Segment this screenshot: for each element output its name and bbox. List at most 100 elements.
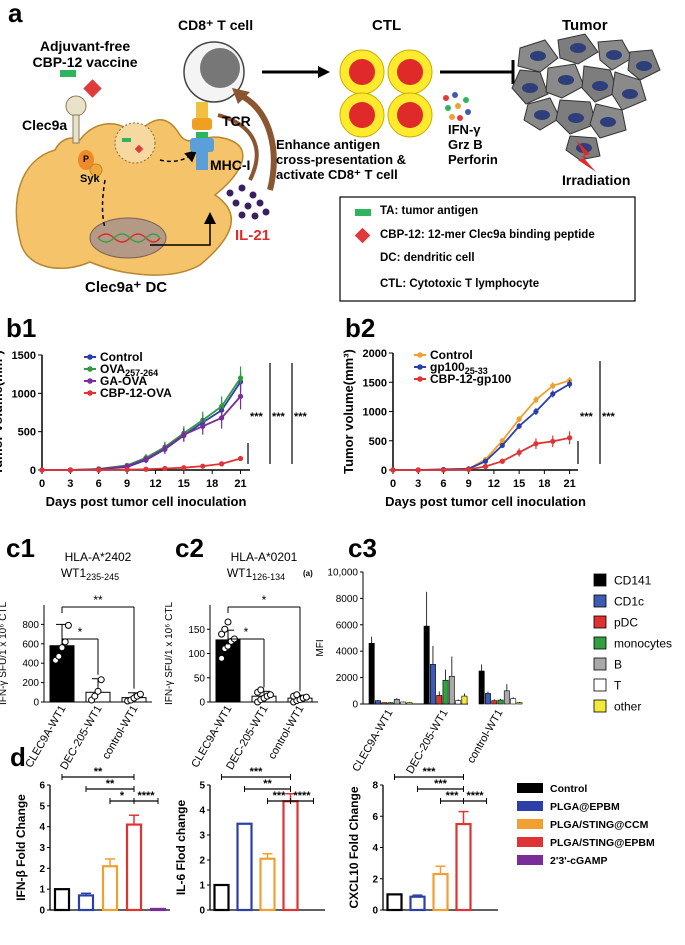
data-point xyxy=(550,391,556,397)
y-axis-title: CXCL10 Fold Change xyxy=(347,786,361,908)
bar xyxy=(393,699,400,705)
y-tick-label: 0 xyxy=(39,906,45,917)
y-tick-label: 8 xyxy=(372,781,378,792)
y-tick-label: 2 xyxy=(199,856,205,867)
data-point xyxy=(162,465,168,472)
bar xyxy=(455,700,462,705)
data-point xyxy=(55,652,63,660)
data-point xyxy=(266,691,274,699)
legend-ctl-text: CTL: Cytotoxic T lymphocyte xyxy=(380,278,540,290)
data-point xyxy=(566,381,573,387)
x-tick-label: 0 xyxy=(390,478,396,490)
legend-label: Control xyxy=(100,350,143,364)
legend-label: PLGA/STING@EPBM xyxy=(550,837,655,849)
x-tick-label: 18 xyxy=(206,478,218,490)
data-point xyxy=(97,676,105,684)
x-tick-label: 3 xyxy=(415,478,421,490)
x-tick-label: 6 xyxy=(96,478,102,490)
y-tick-label: 0 xyxy=(30,465,36,477)
y-tick-label: 4 xyxy=(199,806,205,817)
significance-label: * xyxy=(244,625,249,639)
significance-label: *** xyxy=(273,790,287,802)
chart-title: HLA-A*2402 xyxy=(65,550,132,564)
bar xyxy=(215,639,241,703)
legend-label-subscript: 25-33 xyxy=(465,366,488,376)
chart-b2: 0 500 1000 1500 2000 0 3 6 9 12 15 18 21 Days post tu… xyxy=(341,348,616,509)
cytokine-list: IFN-γ Grz B Perforin xyxy=(448,122,498,167)
bar xyxy=(429,664,436,705)
x-tick-label: 21 xyxy=(563,478,575,490)
il21-feedback-arrow xyxy=(238,92,277,191)
p-label: P xyxy=(83,154,90,164)
x-tick-label: 9 xyxy=(466,478,472,490)
bar xyxy=(213,883,230,912)
legend-swatch xyxy=(517,801,543,811)
bar xyxy=(516,702,523,705)
data-point xyxy=(124,467,130,473)
bar xyxy=(461,695,468,705)
legend-label: CBP-12-gp100 xyxy=(430,372,512,386)
bar xyxy=(510,698,517,705)
bar xyxy=(406,702,413,705)
data-point xyxy=(96,467,102,473)
bar xyxy=(282,800,299,912)
bar xyxy=(77,894,95,912)
mhc-label: MHC-I xyxy=(210,157,251,173)
y-tick-label: 4000 xyxy=(336,647,359,658)
panel-label-b1: b1 xyxy=(6,313,37,343)
data-point xyxy=(499,438,505,444)
data-point xyxy=(219,403,225,409)
bar xyxy=(368,642,375,705)
panel-a xyxy=(15,33,661,302)
clec9a-label: Clec9a xyxy=(22,117,68,133)
y-tick-label: 100 xyxy=(188,649,205,660)
significance-label: *** xyxy=(434,778,448,790)
significance-label: *** xyxy=(250,411,264,423)
y-tick-label: 3 xyxy=(39,843,45,854)
cbp-12-diamond xyxy=(83,79,102,98)
data-point xyxy=(219,461,225,467)
syk-label: Syk xyxy=(80,173,100,185)
bar xyxy=(497,699,504,705)
x-tick-label: 15 xyxy=(178,478,190,490)
bar xyxy=(455,822,472,912)
bar xyxy=(484,693,491,705)
data-point xyxy=(218,654,226,662)
x-axis-title: Days post tumor cell inoculation xyxy=(385,494,586,509)
y-tick-label: 0 xyxy=(352,700,358,711)
y-tick-label: 1000 xyxy=(12,388,36,400)
data-point xyxy=(91,692,99,700)
bar xyxy=(423,625,430,705)
significance-label: **** xyxy=(137,790,155,802)
tumor-label: Tumor xyxy=(562,17,608,34)
enhance-text: Enhance antigen cross-presentation & act… xyxy=(276,137,406,182)
x-tick-label: 21 xyxy=(234,478,246,490)
data-point xyxy=(67,467,73,473)
bar xyxy=(53,888,71,912)
y-tick-label: 10,000 xyxy=(327,568,358,579)
data-point xyxy=(143,466,149,472)
data-point xyxy=(516,423,522,429)
data-point xyxy=(482,463,489,470)
cytokine-dots xyxy=(443,92,471,121)
legend-label-main: CBP-12-gp100 xyxy=(430,372,512,386)
y-tick-label: 5 xyxy=(39,801,45,812)
legend-label: other xyxy=(614,700,641,714)
bar xyxy=(400,701,407,705)
bar xyxy=(149,907,167,912)
y-tick-label: 1500 xyxy=(363,377,387,389)
bar xyxy=(101,865,119,912)
y-tick-label: 1 xyxy=(199,881,205,892)
significance-label: *** xyxy=(250,766,264,778)
data-point xyxy=(550,383,556,389)
y-tick-label: 4 xyxy=(39,822,45,833)
legend-d: Control PLGA@EPBM PLGA/STING@CCM PLGA/STING… xyxy=(517,783,655,867)
y-tick-label: 600 xyxy=(22,639,39,650)
legend-label: Control xyxy=(430,348,473,362)
panel-label-c2: c2 xyxy=(175,533,204,563)
y-tick-label: 0 xyxy=(381,465,387,477)
bar xyxy=(448,675,455,705)
y-tick-label: 1500 xyxy=(12,350,36,362)
significance-label: *** xyxy=(272,411,286,423)
panel-label-c1: c1 xyxy=(6,533,35,563)
